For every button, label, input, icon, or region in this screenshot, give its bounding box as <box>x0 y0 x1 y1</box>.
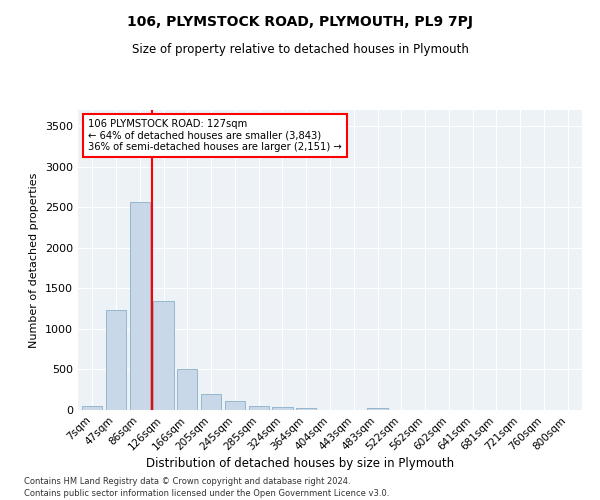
Bar <box>177 370 197 410</box>
Bar <box>130 202 150 410</box>
Bar <box>272 407 293 410</box>
Bar <box>248 406 269 410</box>
Text: Distribution of detached houses by size in Plymouth: Distribution of detached houses by size … <box>146 458 454 470</box>
Text: 106 PLYMSTOCK ROAD: 127sqm
← 64% of detached houses are smaller (3,843)
36% of s: 106 PLYMSTOCK ROAD: 127sqm ← 64% of deta… <box>88 119 342 152</box>
Text: Size of property relative to detached houses in Plymouth: Size of property relative to detached ho… <box>131 42 469 56</box>
Bar <box>82 406 103 410</box>
Text: Contains HM Land Registry data © Crown copyright and database right 2024.: Contains HM Land Registry data © Crown c… <box>24 478 350 486</box>
Text: 106, PLYMSTOCK ROAD, PLYMOUTH, PL9 7PJ: 106, PLYMSTOCK ROAD, PLYMOUTH, PL9 7PJ <box>127 15 473 29</box>
Y-axis label: Number of detached properties: Number of detached properties <box>29 172 40 348</box>
Bar <box>367 408 388 410</box>
Bar <box>106 310 126 410</box>
Bar <box>201 394 221 410</box>
Bar <box>154 302 173 410</box>
Bar <box>225 402 245 410</box>
Text: Contains public sector information licensed under the Open Government Licence v3: Contains public sector information licen… <box>24 489 389 498</box>
Bar <box>296 408 316 410</box>
